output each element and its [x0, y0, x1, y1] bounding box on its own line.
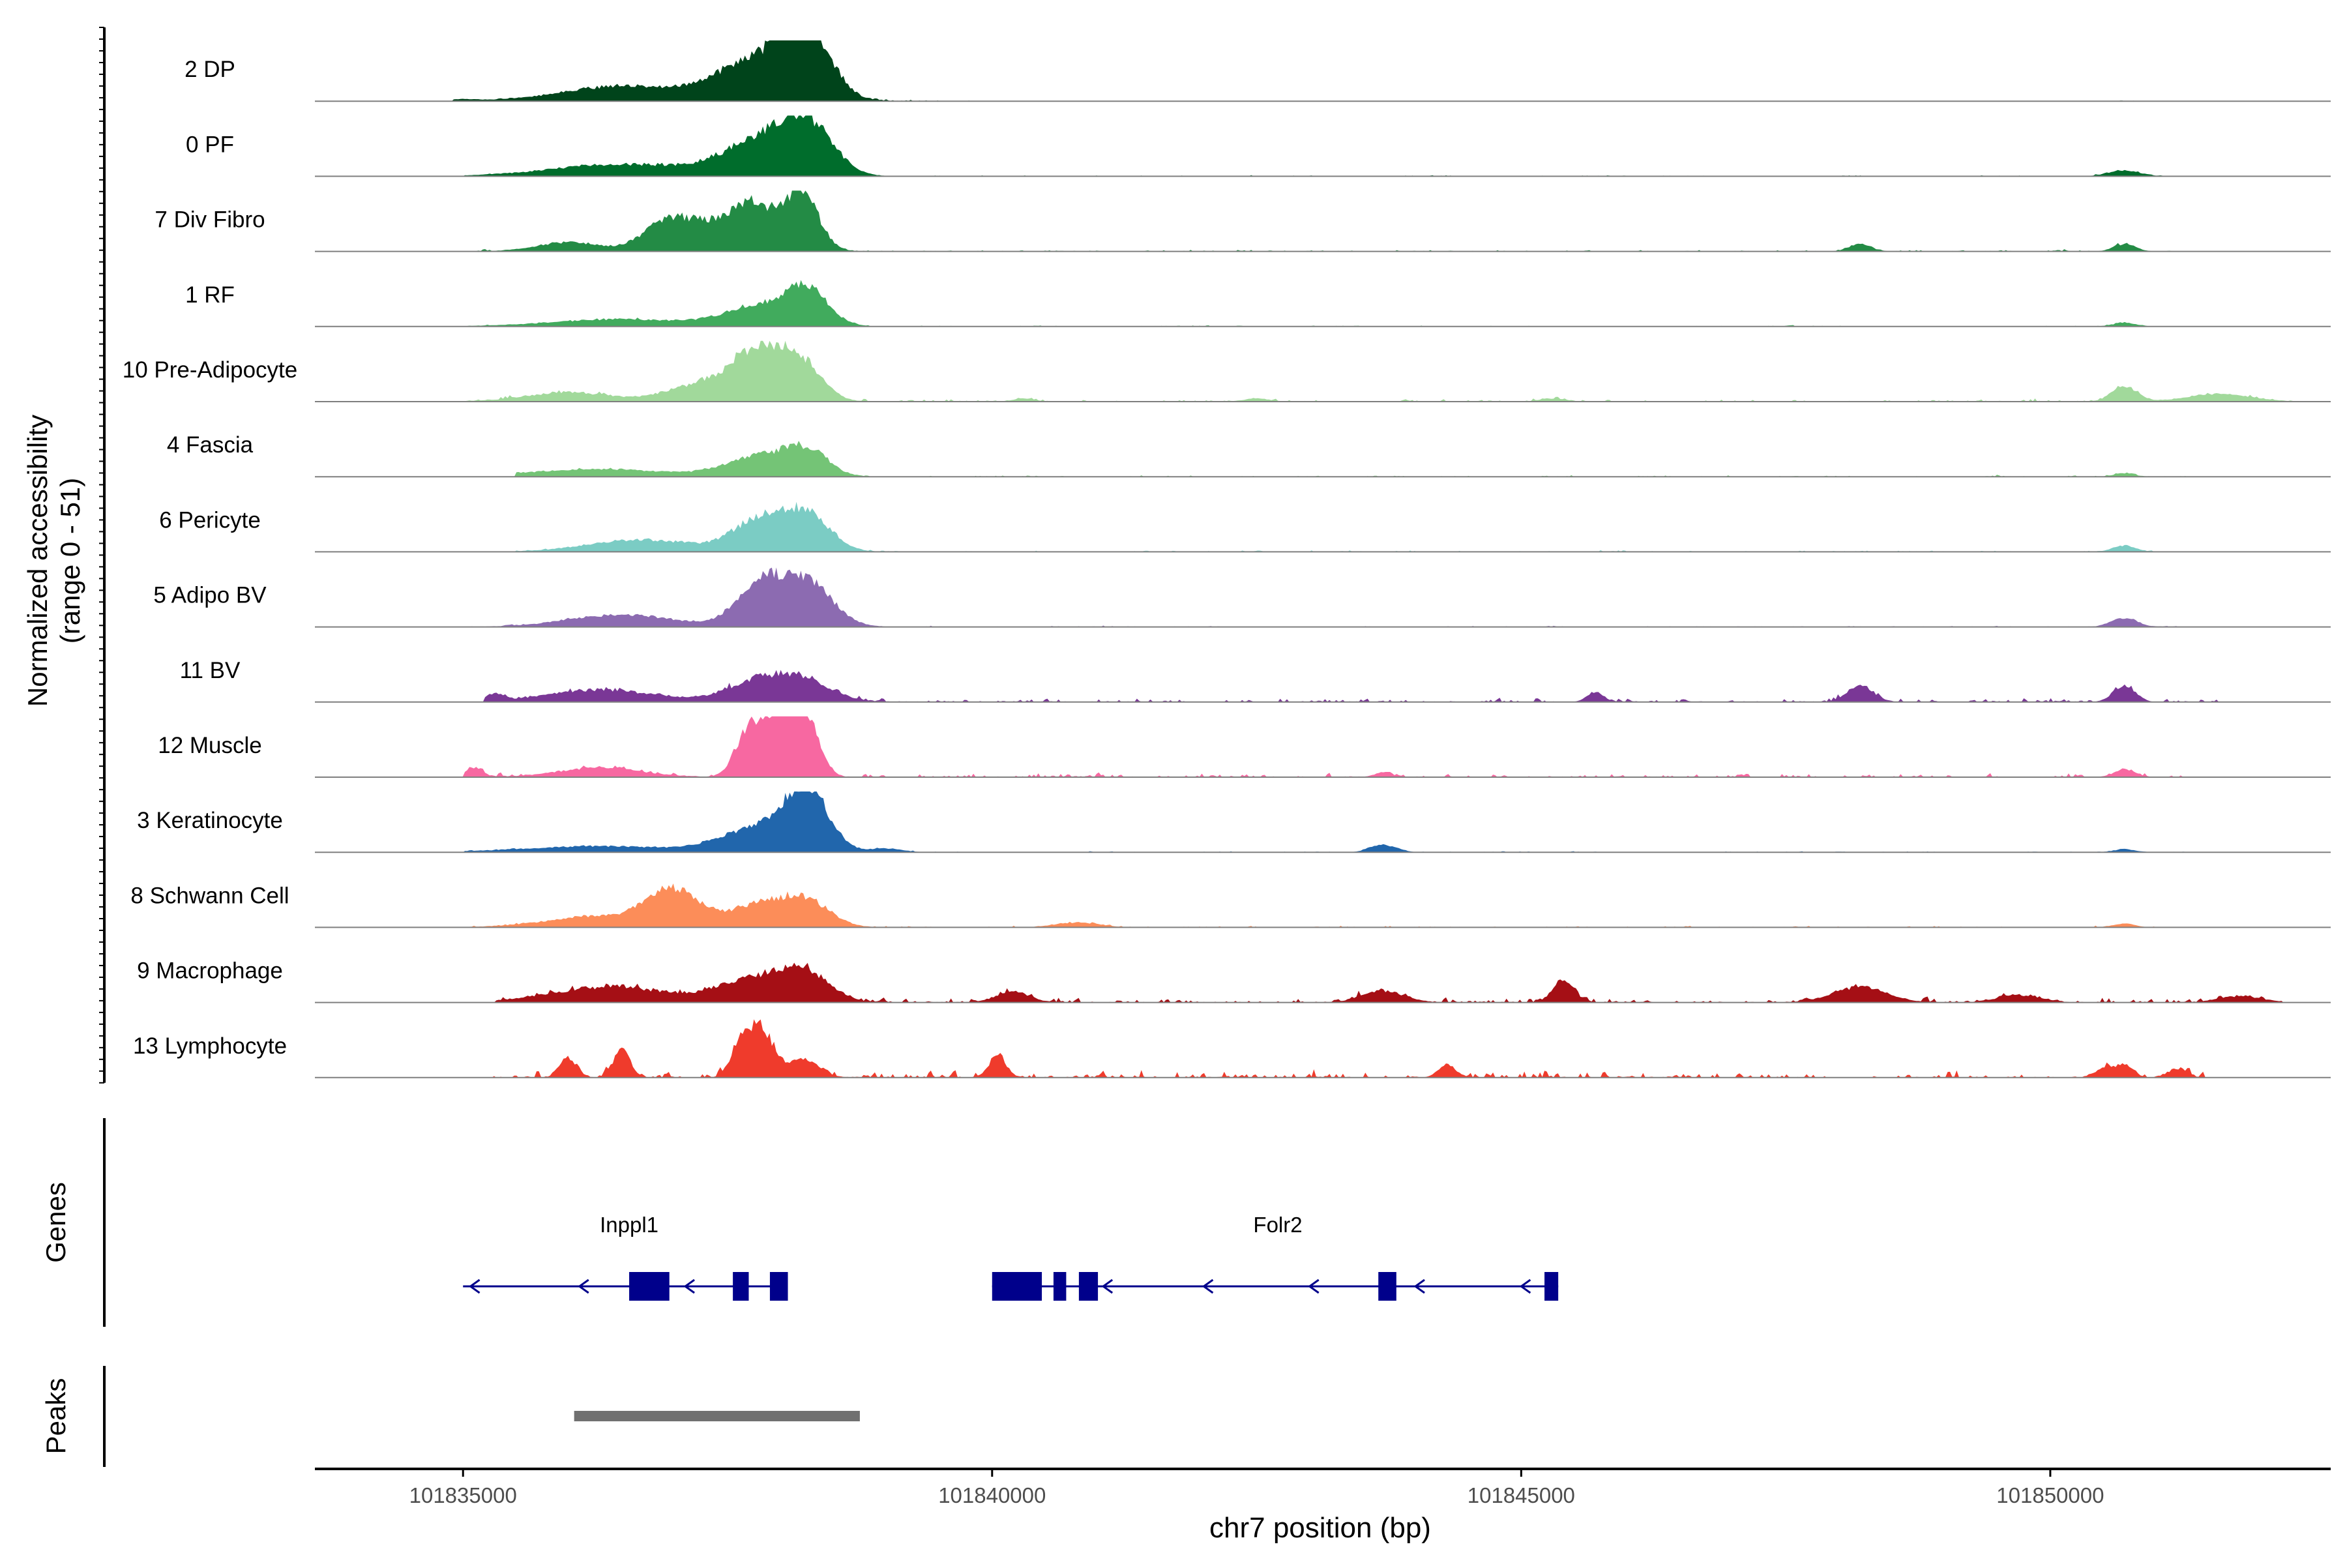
track-label: 13 Lymphocyte [133, 1033, 287, 1059]
gene-exon [992, 1272, 1042, 1301]
track-9-macrophage: 9 Macrophage [137, 958, 2331, 1003]
track-3-keratinocyte: 3 Keratinocyte [137, 791, 2331, 853]
track-10-pre-adipocyte: 10 Pre-Adipocyte [123, 340, 2331, 402]
track-signal [315, 567, 2331, 627]
x-tick-label: 101840000 [938, 1483, 1046, 1507]
gene-strand-arrow [469, 1279, 480, 1294]
track-signal [315, 670, 2331, 702]
gene-exon [769, 1272, 788, 1301]
track-signal [315, 40, 2331, 102]
gene-strand-arrow [1308, 1279, 1320, 1294]
x-tick-label: 101835000 [409, 1483, 517, 1507]
gene-exon [629, 1272, 670, 1301]
peak-region [574, 1411, 860, 1421]
tracks-layer: 2 DP 0 PF 7 Div Fibro 1 RF 10 Pre-Adipocyte 4… [123, 40, 2331, 1078]
track-1-rf: 1 RF [185, 280, 2331, 327]
track-label: 9 Macrophage [137, 958, 283, 984]
gene-exon [1053, 1272, 1067, 1301]
track-label: 10 Pre-Adipocyte [123, 357, 297, 383]
track-label: 0 PF [186, 132, 234, 157]
peaks-track: Peaks [40, 1366, 860, 1467]
track-label: 11 BV [180, 658, 241, 683]
gene-inppl1: Inppl1 [463, 1213, 788, 1301]
genes-track-label: Genes [40, 1182, 71, 1263]
track-label: 3 Keratinocyte [137, 808, 283, 833]
track-signal [315, 716, 2331, 777]
y-axis-label-line1: Normalized accessibility [22, 415, 53, 707]
gene-exon [1078, 1272, 1099, 1301]
track-6-pericyte: 6 Pericyte [159, 501, 2331, 553]
track-label: 8 Schwann Cell [130, 883, 289, 908]
track-label: 4 Fascia [167, 432, 254, 458]
track-label: 1 RF [185, 282, 235, 308]
y-axis: Normalized accessibility (range 0 - 51) [22, 27, 106, 1084]
gene-strand-arrow [578, 1279, 589, 1294]
gene-exon [1544, 1272, 1559, 1301]
x-axis-label: chr7 position (bp) [1209, 1512, 1431, 1544]
track-signal [315, 115, 2331, 177]
genes-track: Genes Inppl1 Folr2 [40, 1118, 1559, 1327]
gene-strand-arrow [1413, 1279, 1425, 1294]
x-tick-label: 101845000 [1468, 1483, 1575, 1507]
track-signal [315, 791, 2331, 853]
x-tick-label: 101850000 [1996, 1483, 2104, 1507]
track-12-muscle: 12 Muscle [158, 716, 2331, 778]
track-signal [315, 280, 2331, 327]
track-label: 7 Div Fibro [155, 207, 265, 233]
track-signal [315, 1019, 2331, 1078]
track-signal [315, 441, 2331, 477]
track-signal [315, 340, 2331, 402]
track-13-lymphocyte: 13 Lymphocyte [133, 1019, 2331, 1078]
track-8-schwann-cell: 8 Schwann Cell [130, 883, 2331, 928]
track-4-fascia: 4 Fascia [167, 432, 2331, 478]
track-11-bv: 11 BV [180, 658, 2331, 703]
peaks-track-label: Peaks [40, 1378, 71, 1455]
track-5-adipo-bv: 5 Adipo BV [153, 567, 2331, 628]
gene-strand-arrow [1202, 1279, 1214, 1294]
gene-strand-arrow [683, 1279, 695, 1294]
track-signal [315, 501, 2331, 552]
gene-strand-arrow [1519, 1279, 1531, 1294]
track-2-dp: 2 DP [185, 40, 2331, 102]
gene-strand-arrow [1101, 1279, 1114, 1294]
track-signal [315, 962, 2331, 1003]
gene-folr2: Folr2 [992, 1213, 1559, 1301]
track-signal [315, 190, 2331, 252]
y-axis-label-line2: (range 0 - 51) [55, 478, 85, 643]
track-label: 12 Muscle [158, 733, 262, 758]
gene-label: Inppl1 [600, 1213, 658, 1237]
x-axis: chr7 position (bp) 101835000 101840000 101… [315, 1468, 2331, 1544]
track-label: 5 Adipo BV [153, 583, 267, 608]
gene-exon [1378, 1272, 1396, 1301]
track-signal [315, 883, 2331, 928]
gene-label: Folr2 [1253, 1213, 1302, 1237]
gene-exon [733, 1272, 749, 1301]
track-0-pf: 0 PF [186, 115, 2331, 177]
track-7-div-fibro: 7 Div Fibro [155, 190, 2331, 252]
track-label: 2 DP [185, 57, 235, 82]
track-label: 6 Pericyte [159, 507, 261, 533]
